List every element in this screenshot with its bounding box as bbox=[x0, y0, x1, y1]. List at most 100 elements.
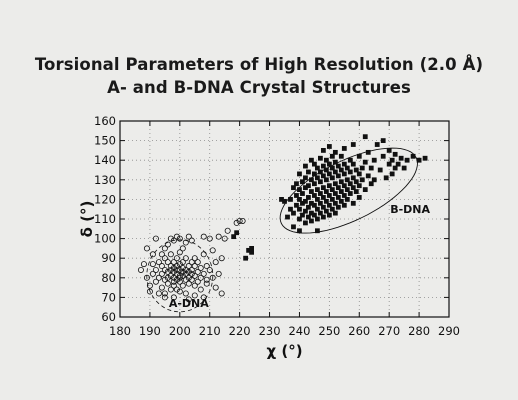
point-open-circle bbox=[164, 259, 171, 266]
point-open-circle bbox=[176, 235, 183, 242]
point-open-circle bbox=[191, 292, 198, 299]
point-open-circle bbox=[170, 237, 177, 244]
point-open-circle bbox=[200, 294, 207, 301]
point-open-circle bbox=[218, 255, 225, 262]
annotation-label: A-DNA bbox=[169, 297, 209, 310]
point-open-circle bbox=[197, 264, 204, 271]
point-filled-square bbox=[329, 175, 335, 181]
point-open-circle bbox=[155, 259, 162, 266]
point-filled-square bbox=[392, 151, 398, 157]
point-filled-square bbox=[332, 149, 338, 155]
b-dna-outline bbox=[279, 147, 418, 234]
point-filled-square bbox=[303, 175, 308, 181]
point-open-circle bbox=[149, 261, 156, 268]
point-open-circle bbox=[233, 219, 240, 226]
point-filled-square bbox=[306, 195, 311, 200]
point-filled-square bbox=[416, 157, 422, 163]
point-open-circle bbox=[146, 282, 153, 289]
point-open-circle bbox=[236, 217, 243, 224]
point-open-circle bbox=[194, 278, 201, 285]
chart-labels: χ (°) δ (°) B-DNA A-DNA bbox=[78, 201, 430, 360]
point-open-circle bbox=[140, 261, 147, 268]
point-filled-square bbox=[332, 181, 338, 187]
point-filled-square bbox=[344, 165, 350, 171]
point-open-circle bbox=[143, 274, 150, 281]
point-filled-square bbox=[309, 200, 314, 206]
point-open-circle bbox=[182, 270, 189, 277]
point-open-circle bbox=[185, 233, 192, 240]
point-open-circle bbox=[173, 286, 180, 293]
point-open-circle bbox=[170, 274, 177, 281]
point-filled-square bbox=[234, 230, 240, 236]
point-open-circle bbox=[164, 241, 171, 248]
point-filled-square bbox=[332, 169, 338, 175]
point-open-circle bbox=[224, 227, 231, 234]
point-filled-square bbox=[323, 177, 329, 183]
point-filled-square bbox=[350, 175, 356, 181]
x-axis-title: χ (°) bbox=[266, 342, 302, 360]
point-open-circle bbox=[158, 251, 165, 258]
point-filled-square bbox=[335, 173, 341, 179]
point-open-circle bbox=[179, 272, 186, 279]
point-filled-square bbox=[323, 208, 329, 214]
point-filled-square bbox=[353, 167, 359, 173]
x-tick-label: 290 bbox=[438, 324, 460, 338]
point-filled-square bbox=[410, 153, 416, 159]
point-open-circle bbox=[179, 245, 186, 252]
point-open-circle bbox=[152, 266, 159, 273]
y-tick-label: 130 bbox=[94, 173, 116, 187]
point-filled-square bbox=[326, 202, 332, 208]
point-open-circle bbox=[164, 280, 171, 287]
point-open-circle bbox=[152, 278, 159, 285]
point-filled-square bbox=[329, 206, 335, 212]
point-open-circle bbox=[167, 251, 174, 258]
point-open-circle bbox=[149, 270, 156, 277]
point-filled-square bbox=[347, 191, 353, 196]
point-open-circle bbox=[188, 237, 195, 244]
point-filled-square bbox=[300, 179, 305, 185]
point-open-circle bbox=[191, 282, 198, 289]
point-open-circle bbox=[203, 276, 210, 283]
point-filled-square bbox=[306, 169, 311, 175]
point-filled-square bbox=[329, 153, 335, 159]
point-open-circle bbox=[155, 290, 162, 297]
x-tick-label: 210 bbox=[199, 324, 221, 338]
point-filled-square bbox=[231, 234, 237, 240]
point-filled-square bbox=[306, 183, 311, 189]
point-open-circle bbox=[188, 259, 195, 266]
point-open-circle bbox=[188, 270, 195, 277]
point-filled-square bbox=[380, 138, 386, 143]
point-filled-square bbox=[350, 200, 356, 206]
point-open-circle bbox=[203, 263, 210, 270]
point-filled-square bbox=[317, 191, 323, 196]
point-filled-square bbox=[317, 179, 323, 185]
point-open-circle bbox=[182, 239, 189, 246]
point-open-circle bbox=[200, 270, 207, 277]
point-filled-square bbox=[338, 167, 344, 173]
point-open-circle bbox=[215, 233, 222, 240]
point-filled-square bbox=[291, 224, 296, 230]
point-open-circle bbox=[185, 296, 192, 303]
point-filled-square bbox=[249, 249, 254, 255]
point-filled-square bbox=[344, 197, 350, 202]
point-open-circle bbox=[206, 235, 213, 242]
point-filled-square bbox=[323, 189, 329, 194]
x-tick-label: 230 bbox=[259, 324, 281, 338]
point-open-circle bbox=[200, 233, 207, 240]
point-filled-square bbox=[344, 187, 350, 192]
point-filled-square bbox=[323, 157, 329, 163]
point-filled-square bbox=[353, 189, 359, 194]
x-tick-label: 180 bbox=[109, 324, 131, 338]
point-filled-square bbox=[383, 175, 389, 181]
point-open-circle bbox=[173, 263, 180, 270]
y-tick-label: 70 bbox=[101, 290, 116, 304]
x-tick-label: 220 bbox=[229, 324, 251, 338]
point-filled-square bbox=[315, 175, 320, 181]
point-open-circle bbox=[206, 266, 213, 273]
point-filled-square bbox=[371, 157, 377, 163]
point-filled-square bbox=[282, 198, 287, 204]
point-open-circle bbox=[197, 286, 204, 293]
point-open-circle bbox=[179, 264, 186, 271]
point-filled-square bbox=[249, 246, 254, 251]
point-open-circle bbox=[200, 251, 207, 258]
